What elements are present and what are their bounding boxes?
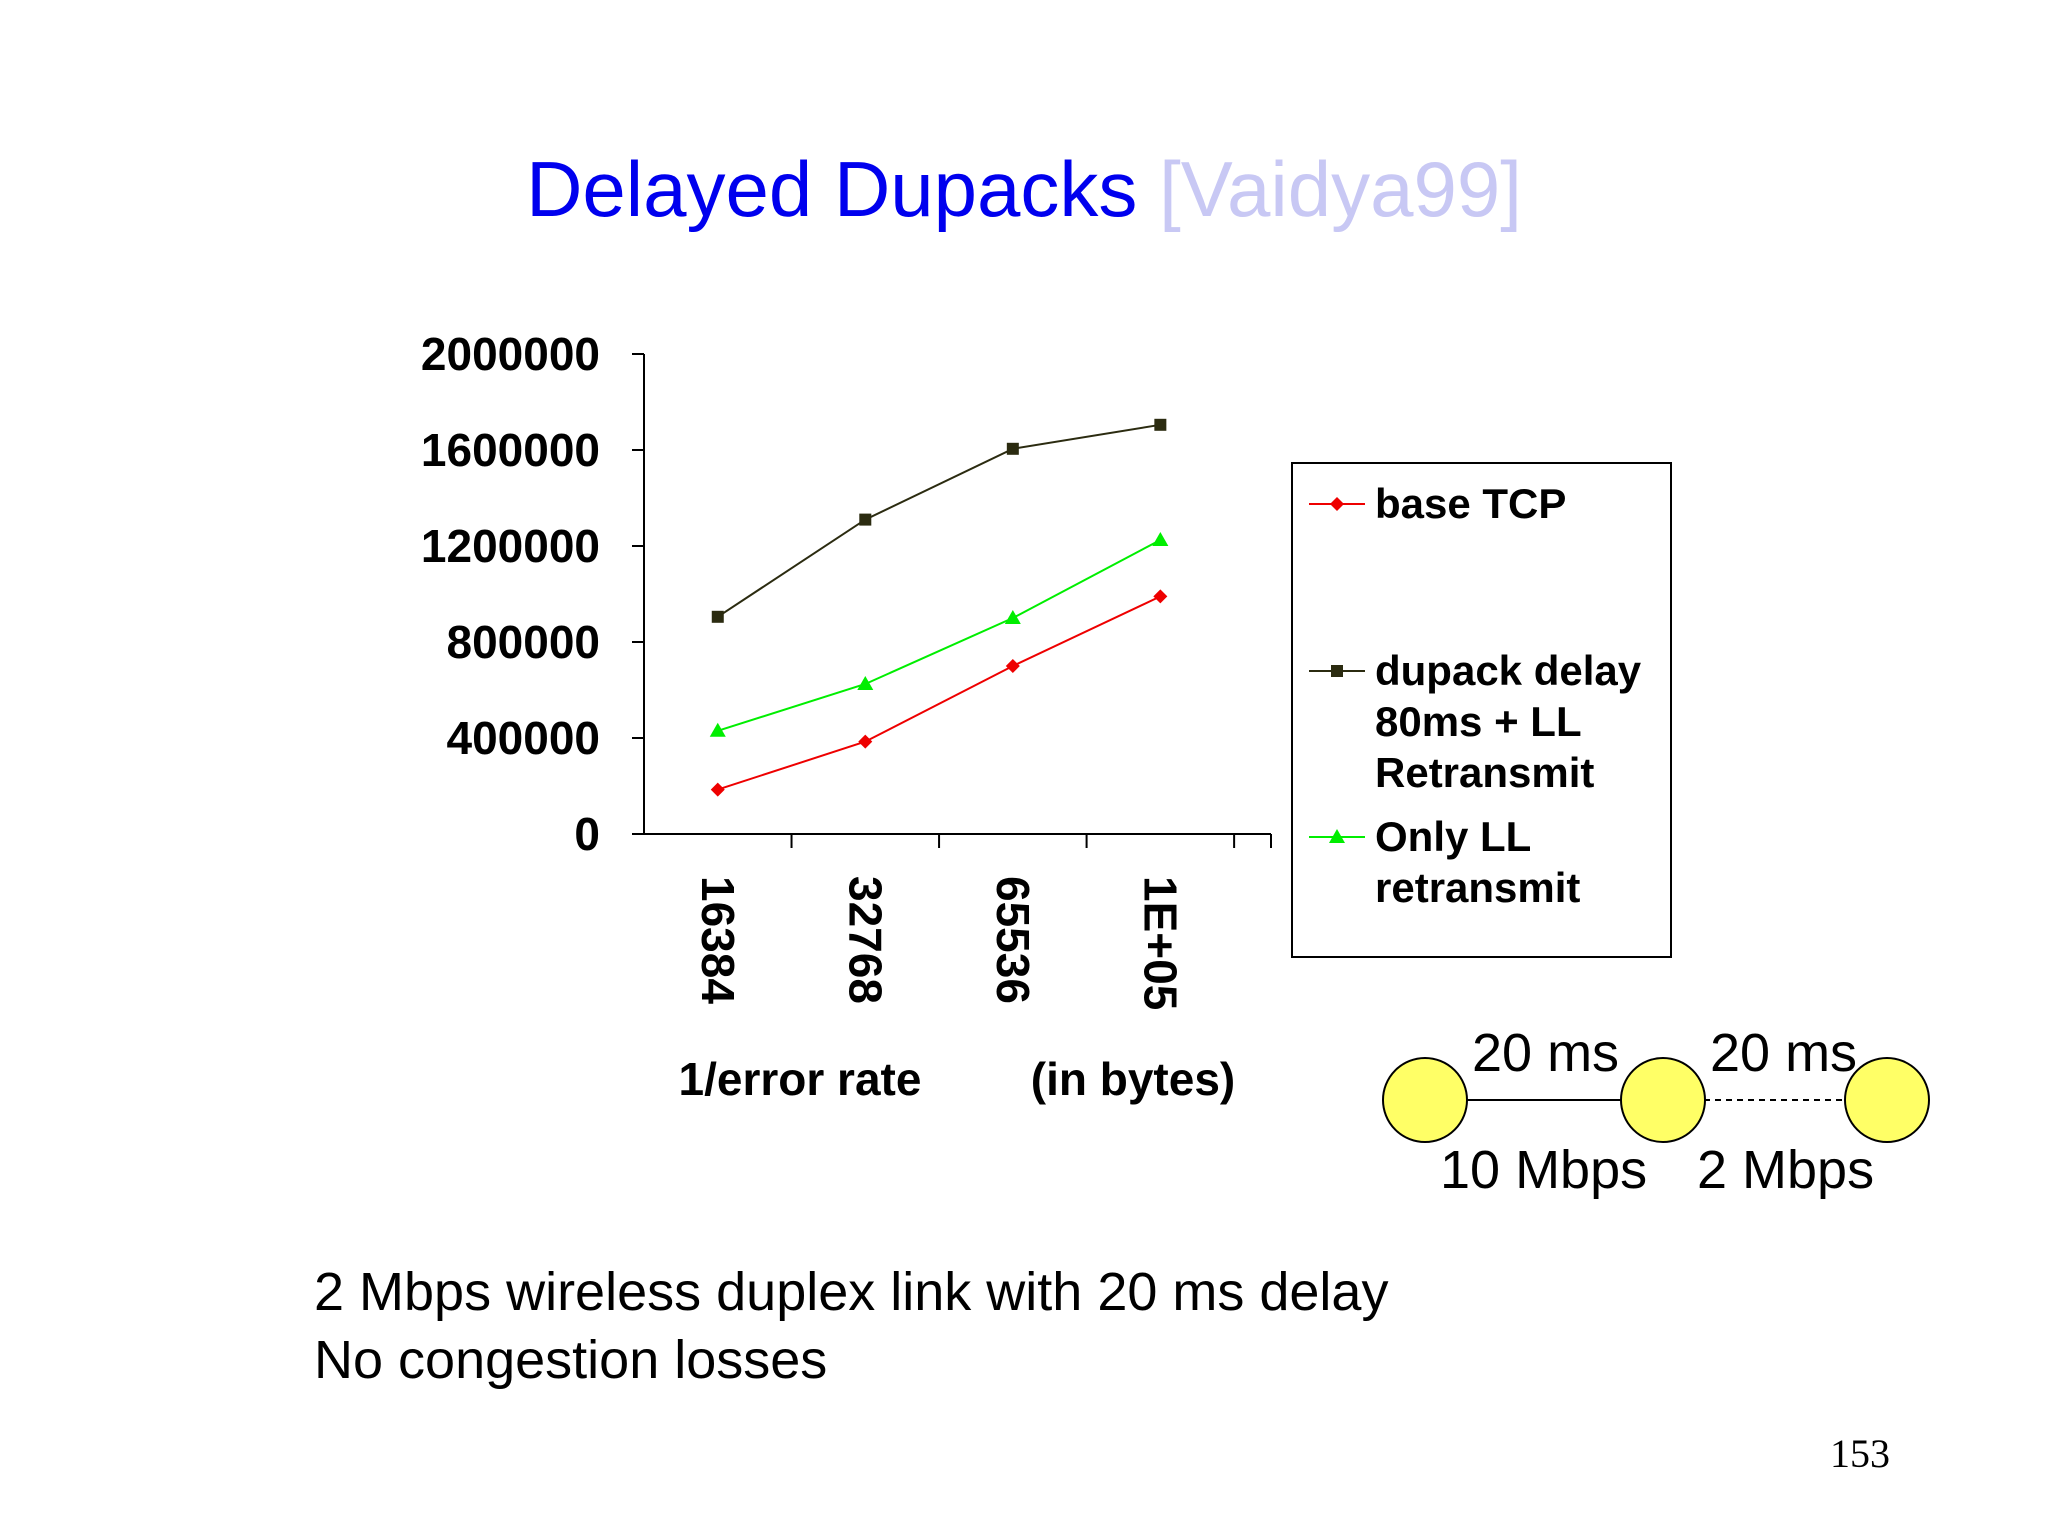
slide-title-main: Delayed Dupacks <box>526 145 1138 233</box>
network-node-sender <box>1382 1057 1468 1143</box>
slide-title-reference: [Vaidya99] <box>1159 145 1522 233</box>
link2-bandwidth-label: 2 Mbps <box>1697 1140 1875 1200</box>
x-axis-label-part-1: 1/error rate <box>679 1053 922 1105</box>
slide-title: Delayed Dupacks [Vaidya99] <box>0 150 2048 228</box>
data-point <box>1004 610 1021 624</box>
link1-delay-label: 20 ms <box>1472 1023 1620 1083</box>
y-tick-label: 1600000 <box>421 424 600 476</box>
y-tick-label: 2000000 <box>421 328 600 380</box>
x-tick-label: 32768 <box>839 876 891 1004</box>
legend-marker-dupack-delay <box>1309 665 1365 677</box>
data-point <box>1153 589 1168 604</box>
data-point <box>858 734 873 749</box>
x-tick-label: 1E+05 <box>1134 876 1186 1010</box>
legend-label-base-tcp: base TCP <box>1375 480 1567 527</box>
network-diagram <box>1382 1057 1930 1143</box>
network-node-base-station <box>1620 1057 1706 1143</box>
link1-bandwidth-label: 10 Mbps <box>1440 1140 1648 1200</box>
y-tick-label: 1200000 <box>421 520 600 572</box>
legend-marker-base-tcp <box>1309 497 1365 511</box>
data-point <box>1154 418 1167 431</box>
series-line <box>717 595 1161 791</box>
series-line <box>717 423 1161 618</box>
y-tick-label: 800000 <box>447 616 601 668</box>
slide-footnote: 2 Mbps wireless duplex link with 20 ms d… <box>314 1258 1388 1394</box>
y-tick-label: 0 <box>574 808 600 860</box>
y-tick-label: 400000 <box>447 712 601 764</box>
data-point <box>859 513 872 526</box>
data-point <box>709 722 726 737</box>
network-node-receiver <box>1844 1057 1930 1143</box>
data-point <box>1006 442 1019 455</box>
footnote-line-1: 2 Mbps wireless duplex link with 20 ms d… <box>314 1262 1389 1322</box>
page-number: 153 <box>1830 1431 1890 1476</box>
line-chart: 0 400000 800000 1200000 1600000 2000000 16384… <box>421 328 1272 1105</box>
link2-delay-label: 20 ms <box>1710 1023 1858 1083</box>
x-axis-label-part-2: (in bytes) <box>1031 1053 1235 1105</box>
data-point <box>857 676 874 690</box>
footnote-line-2: No congestion losses <box>314 1330 828 1390</box>
series-line <box>717 539 1161 732</box>
chart-legend: base TCP dupack delay 80ms + LL Retransm… <box>1291 462 1672 958</box>
legend-label-only-ll: Only LL retransmit <box>1375 813 1581 911</box>
x-tick-label: 16384 <box>692 876 744 1004</box>
data-point <box>710 782 725 797</box>
data-point <box>1005 659 1020 673</box>
x-tick-label: 65536 <box>987 876 1039 1004</box>
legend-marker-only-ll <box>1309 829 1365 843</box>
data-point <box>1152 532 1169 546</box>
data-point <box>711 610 724 623</box>
legend-label-dupack-delay: dupack delay 80ms + LL Retransmit <box>1375 647 1642 796</box>
